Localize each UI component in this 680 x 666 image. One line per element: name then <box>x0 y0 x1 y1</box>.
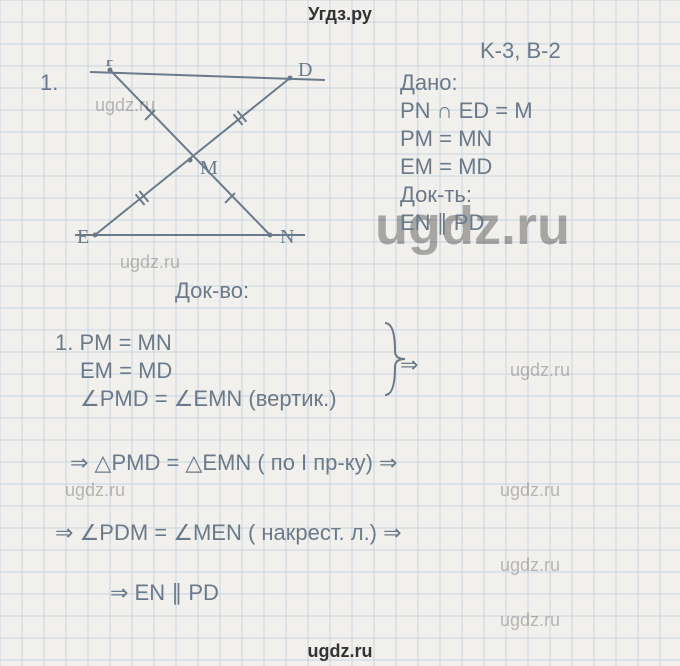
handwritten-line: Док-во: <box>175 278 249 304</box>
handwritten-line: PM = MN <box>400 126 492 152</box>
watermark-small: ugdz.ru <box>500 480 560 501</box>
geometry-diagram: PDENM <box>70 60 330 260</box>
site-header: Угдз.ру <box>0 4 680 25</box>
handwritten-line: ∠PMD = ∠EMN (вертик.) <box>80 386 337 412</box>
svg-text:E: E <box>77 226 89 248</box>
handwritten-line: Док-ть: <box>400 182 472 208</box>
handwritten-line: ⇒ △PMD = △EMN ( по I пр-ку) ⇒ <box>70 450 398 476</box>
handwritten-line: EN ∥ PD <box>400 210 484 236</box>
site-footer-text: ugdz.ru <box>308 641 373 661</box>
watermark-small: ugdz.ru <box>500 610 560 631</box>
brace-implies: ⇒ <box>400 352 418 378</box>
page-content: Угдз.ру ugdz.ru PDENM ugdz.ru ugdz.ruugd… <box>0 0 680 666</box>
handwritten-line: PN ∩ ED = M <box>400 98 533 124</box>
svg-text:M: M <box>200 157 218 179</box>
svg-text:D: D <box>298 60 312 81</box>
handwritten-line: ⇒ EN ∥ PD <box>110 580 219 606</box>
watermark-small: ugdz.ru <box>500 555 560 576</box>
handwritten-line: 1. PM = MN <box>55 330 172 356</box>
handwritten-line: EM = MD <box>400 154 492 180</box>
handwritten-line: K-3, B-2 <box>480 38 561 64</box>
watermark-small: ugdz.ru <box>510 360 570 381</box>
handwritten-line: ⇒ ∠PDM = ∠MEN ( накрест. л.) ⇒ <box>55 520 402 546</box>
handwritten-line: Дано: <box>400 70 458 96</box>
watermark-small: ugdz.ru <box>65 480 125 501</box>
svg-text:N: N <box>280 226 294 248</box>
handwritten-line: EM = MD <box>80 358 172 384</box>
site-footer: ugdz.ru <box>0 641 680 662</box>
handwritten-line: 1. <box>40 70 58 96</box>
site-header-text: Угдз.ру <box>308 4 372 24</box>
